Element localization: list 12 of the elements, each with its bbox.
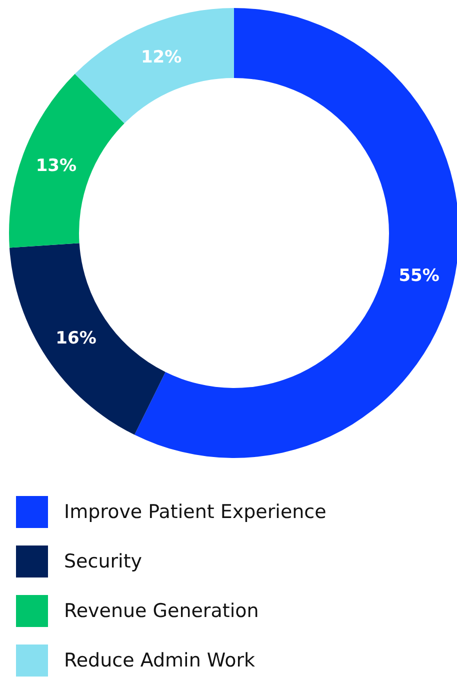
- legend-label: Reduce Admin Work: [64, 650, 256, 672]
- data-label: 16%: [56, 328, 96, 349]
- data-label: 13%: [36, 156, 77, 176]
- donut-slice: [74, 8, 234, 124]
- data-label: 12%: [140, 47, 182, 68]
- legend-label: Improve Patient Experience: [64, 501, 326, 523]
- donut-slice: [134, 8, 457, 458]
- donut-slice: [9, 243, 166, 435]
- legend-label: Revenue Generation: [64, 600, 259, 622]
- legend-label: Security: [64, 550, 142, 572]
- data-label: 55%: [398, 266, 440, 286]
- donut-slice: [9, 74, 124, 248]
